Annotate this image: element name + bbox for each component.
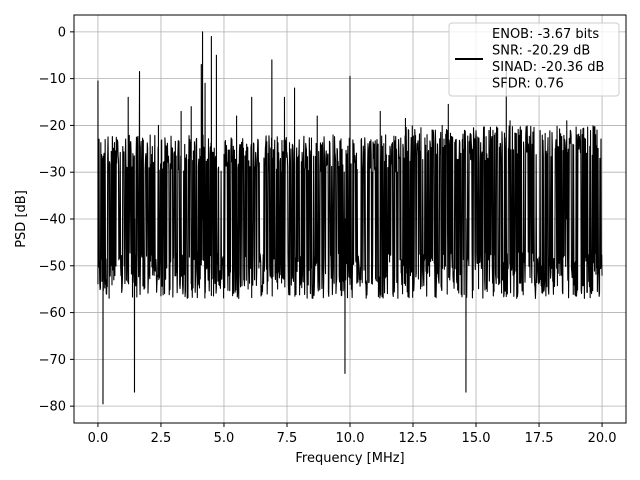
legend-line-snr: SNR: -20.29 dB bbox=[492, 44, 590, 59]
y-tick-label: −70 bbox=[39, 353, 66, 368]
x-tick-label: 2.5 bbox=[151, 431, 172, 446]
x-axis-label: Frequency [MHz] bbox=[295, 451, 404, 466]
y-axis: 0 −10 −20 −30 −40 −50 −60 −70 −80 bbox=[39, 25, 74, 415]
x-tick-label: 12.5 bbox=[399, 431, 428, 446]
legend: ENOB: -3.67 bits SNR: -20.29 dB SINAD: -… bbox=[448, 22, 620, 97]
legend-line-sfdr: SFDR: 0.76 bbox=[492, 77, 564, 92]
y-tick-label: −30 bbox=[39, 166, 66, 181]
y-tick-label: −50 bbox=[39, 259, 66, 274]
x-tick-label: 17.5 bbox=[525, 431, 554, 446]
y-tick-label: −20 bbox=[39, 119, 66, 134]
x-tick-label: 20.0 bbox=[588, 431, 617, 446]
series-layer bbox=[97, 31, 603, 405]
y-tick-label: −60 bbox=[39, 306, 66, 321]
legend-box bbox=[448, 22, 620, 97]
y-tick-label: 0 bbox=[58, 25, 66, 40]
y-tick-label: −80 bbox=[39, 400, 66, 415]
x-tick-label: 10.0 bbox=[336, 431, 365, 446]
y-tick-label: −10 bbox=[39, 72, 66, 87]
psd-line bbox=[97, 31, 603, 405]
x-tick-label: 15.0 bbox=[462, 431, 491, 446]
x-axis: 0.0 2.5 5.0 7.5 10.0 12.5 15.0 17.5 20.0 bbox=[88, 423, 617, 446]
x-tick-label: 7.5 bbox=[277, 431, 298, 446]
x-tick-label: 0.0 bbox=[88, 431, 109, 446]
x-tick-label: 5.0 bbox=[214, 431, 235, 446]
y-axis-label: PSD [dB] bbox=[14, 190, 29, 248]
legend-line-sinad: SINAD: -20.36 dB bbox=[492, 60, 604, 75]
y-tick-label: −40 bbox=[39, 213, 66, 228]
legend-line-enob: ENOB: -3.67 bits bbox=[492, 27, 599, 42]
